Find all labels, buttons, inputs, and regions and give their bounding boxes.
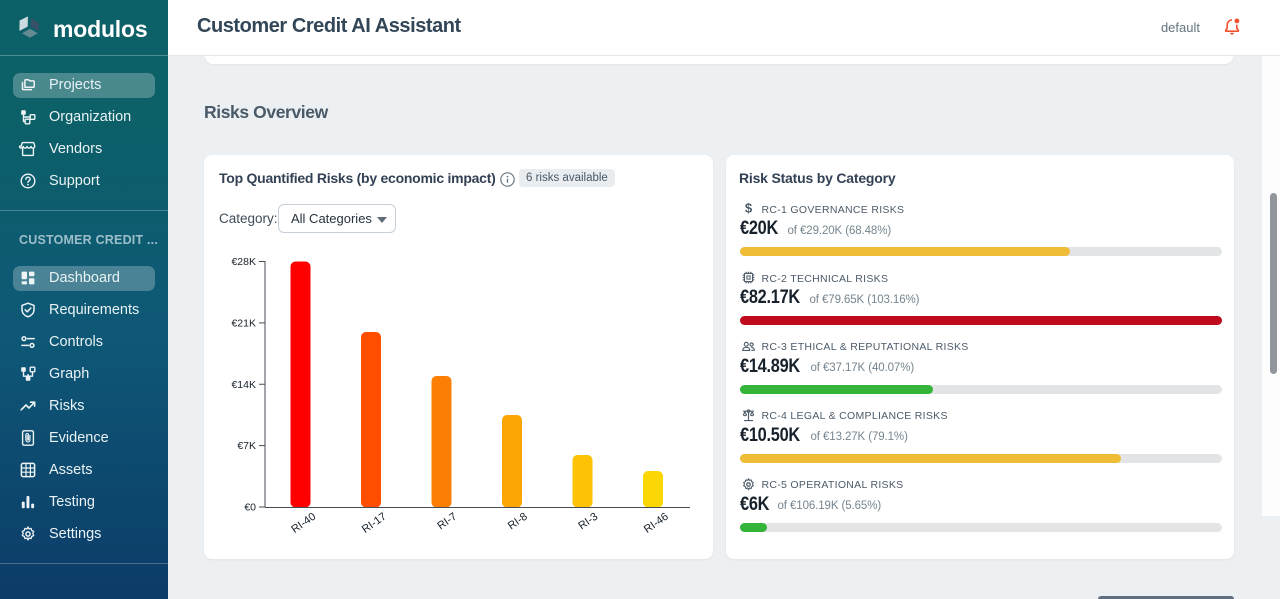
- svg-text:€14K: €14K: [231, 379, 256, 391]
- svg-text:RI-40: RI-40: [289, 511, 318, 536]
- svg-text:€0: €0: [244, 502, 256, 514]
- svg-text:RI-3: RI-3: [576, 511, 600, 533]
- svg-text:€21K: €21K: [231, 317, 256, 329]
- svg-text:€28K: €28K: [231, 256, 256, 268]
- svg-text:RI-17: RI-17: [360, 511, 389, 536]
- svg-text:RI-7: RI-7: [435, 511, 459, 533]
- svg-text:€7K: €7K: [237, 440, 256, 452]
- svg-text:RI-46: RI-46: [642, 511, 671, 536]
- svg-text:$: $: [744, 201, 752, 216]
- svg-text:RI-8: RI-8: [506, 511, 530, 533]
